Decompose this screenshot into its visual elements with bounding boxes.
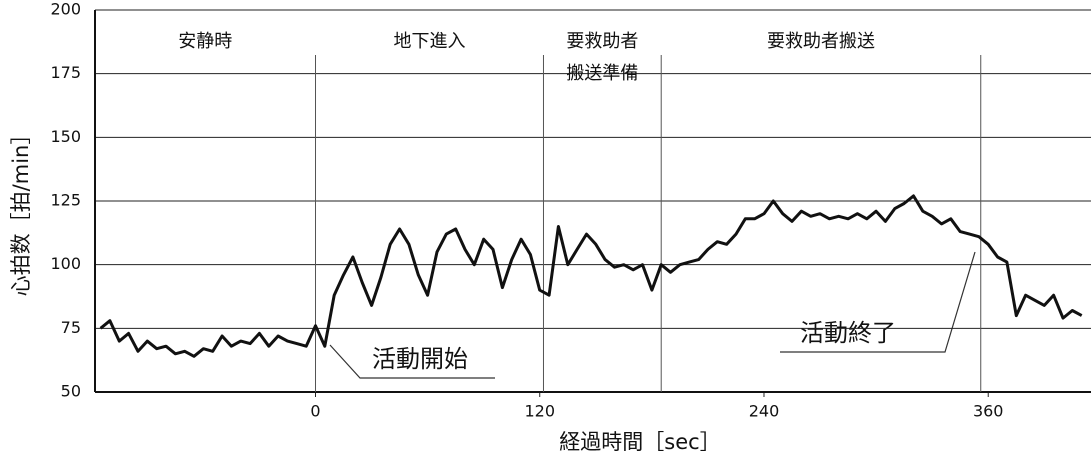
y-tick-label: 100: [50, 254, 81, 273]
x-tick-label: 120: [524, 402, 555, 421]
y-tick-label: 50: [61, 382, 81, 401]
y-tick-label: 175: [50, 63, 81, 82]
phase-label: 要救助者: [566, 31, 638, 52]
y-tick-label: 150: [50, 127, 81, 146]
y-tick-label: 125: [50, 191, 81, 210]
x-tick-label: 0: [310, 402, 320, 421]
phase-label: 搬送準備: [566, 63, 638, 84]
leader-line: [780, 251, 976, 353]
phase-label: 要救助者搬送: [767, 31, 875, 52]
y-axis-title: 心拍数［拍/min］: [9, 124, 33, 297]
annotation: 活動開始: [372, 345, 468, 373]
y-tick-label: 200: [50, 0, 81, 19]
line-series: [99, 194, 1083, 358]
annotation: 活動終了: [800, 319, 896, 347]
leader-line: [329, 344, 495, 379]
x-tick-label: 240: [749, 402, 780, 421]
phase-label: 安静時: [178, 31, 232, 52]
y-tick-label: 75: [61, 318, 81, 337]
x-tick-label: 360: [973, 402, 1004, 421]
x-axis-title: 経過時間［sec］: [559, 430, 720, 454]
phase-label: 地下進入: [393, 31, 465, 52]
